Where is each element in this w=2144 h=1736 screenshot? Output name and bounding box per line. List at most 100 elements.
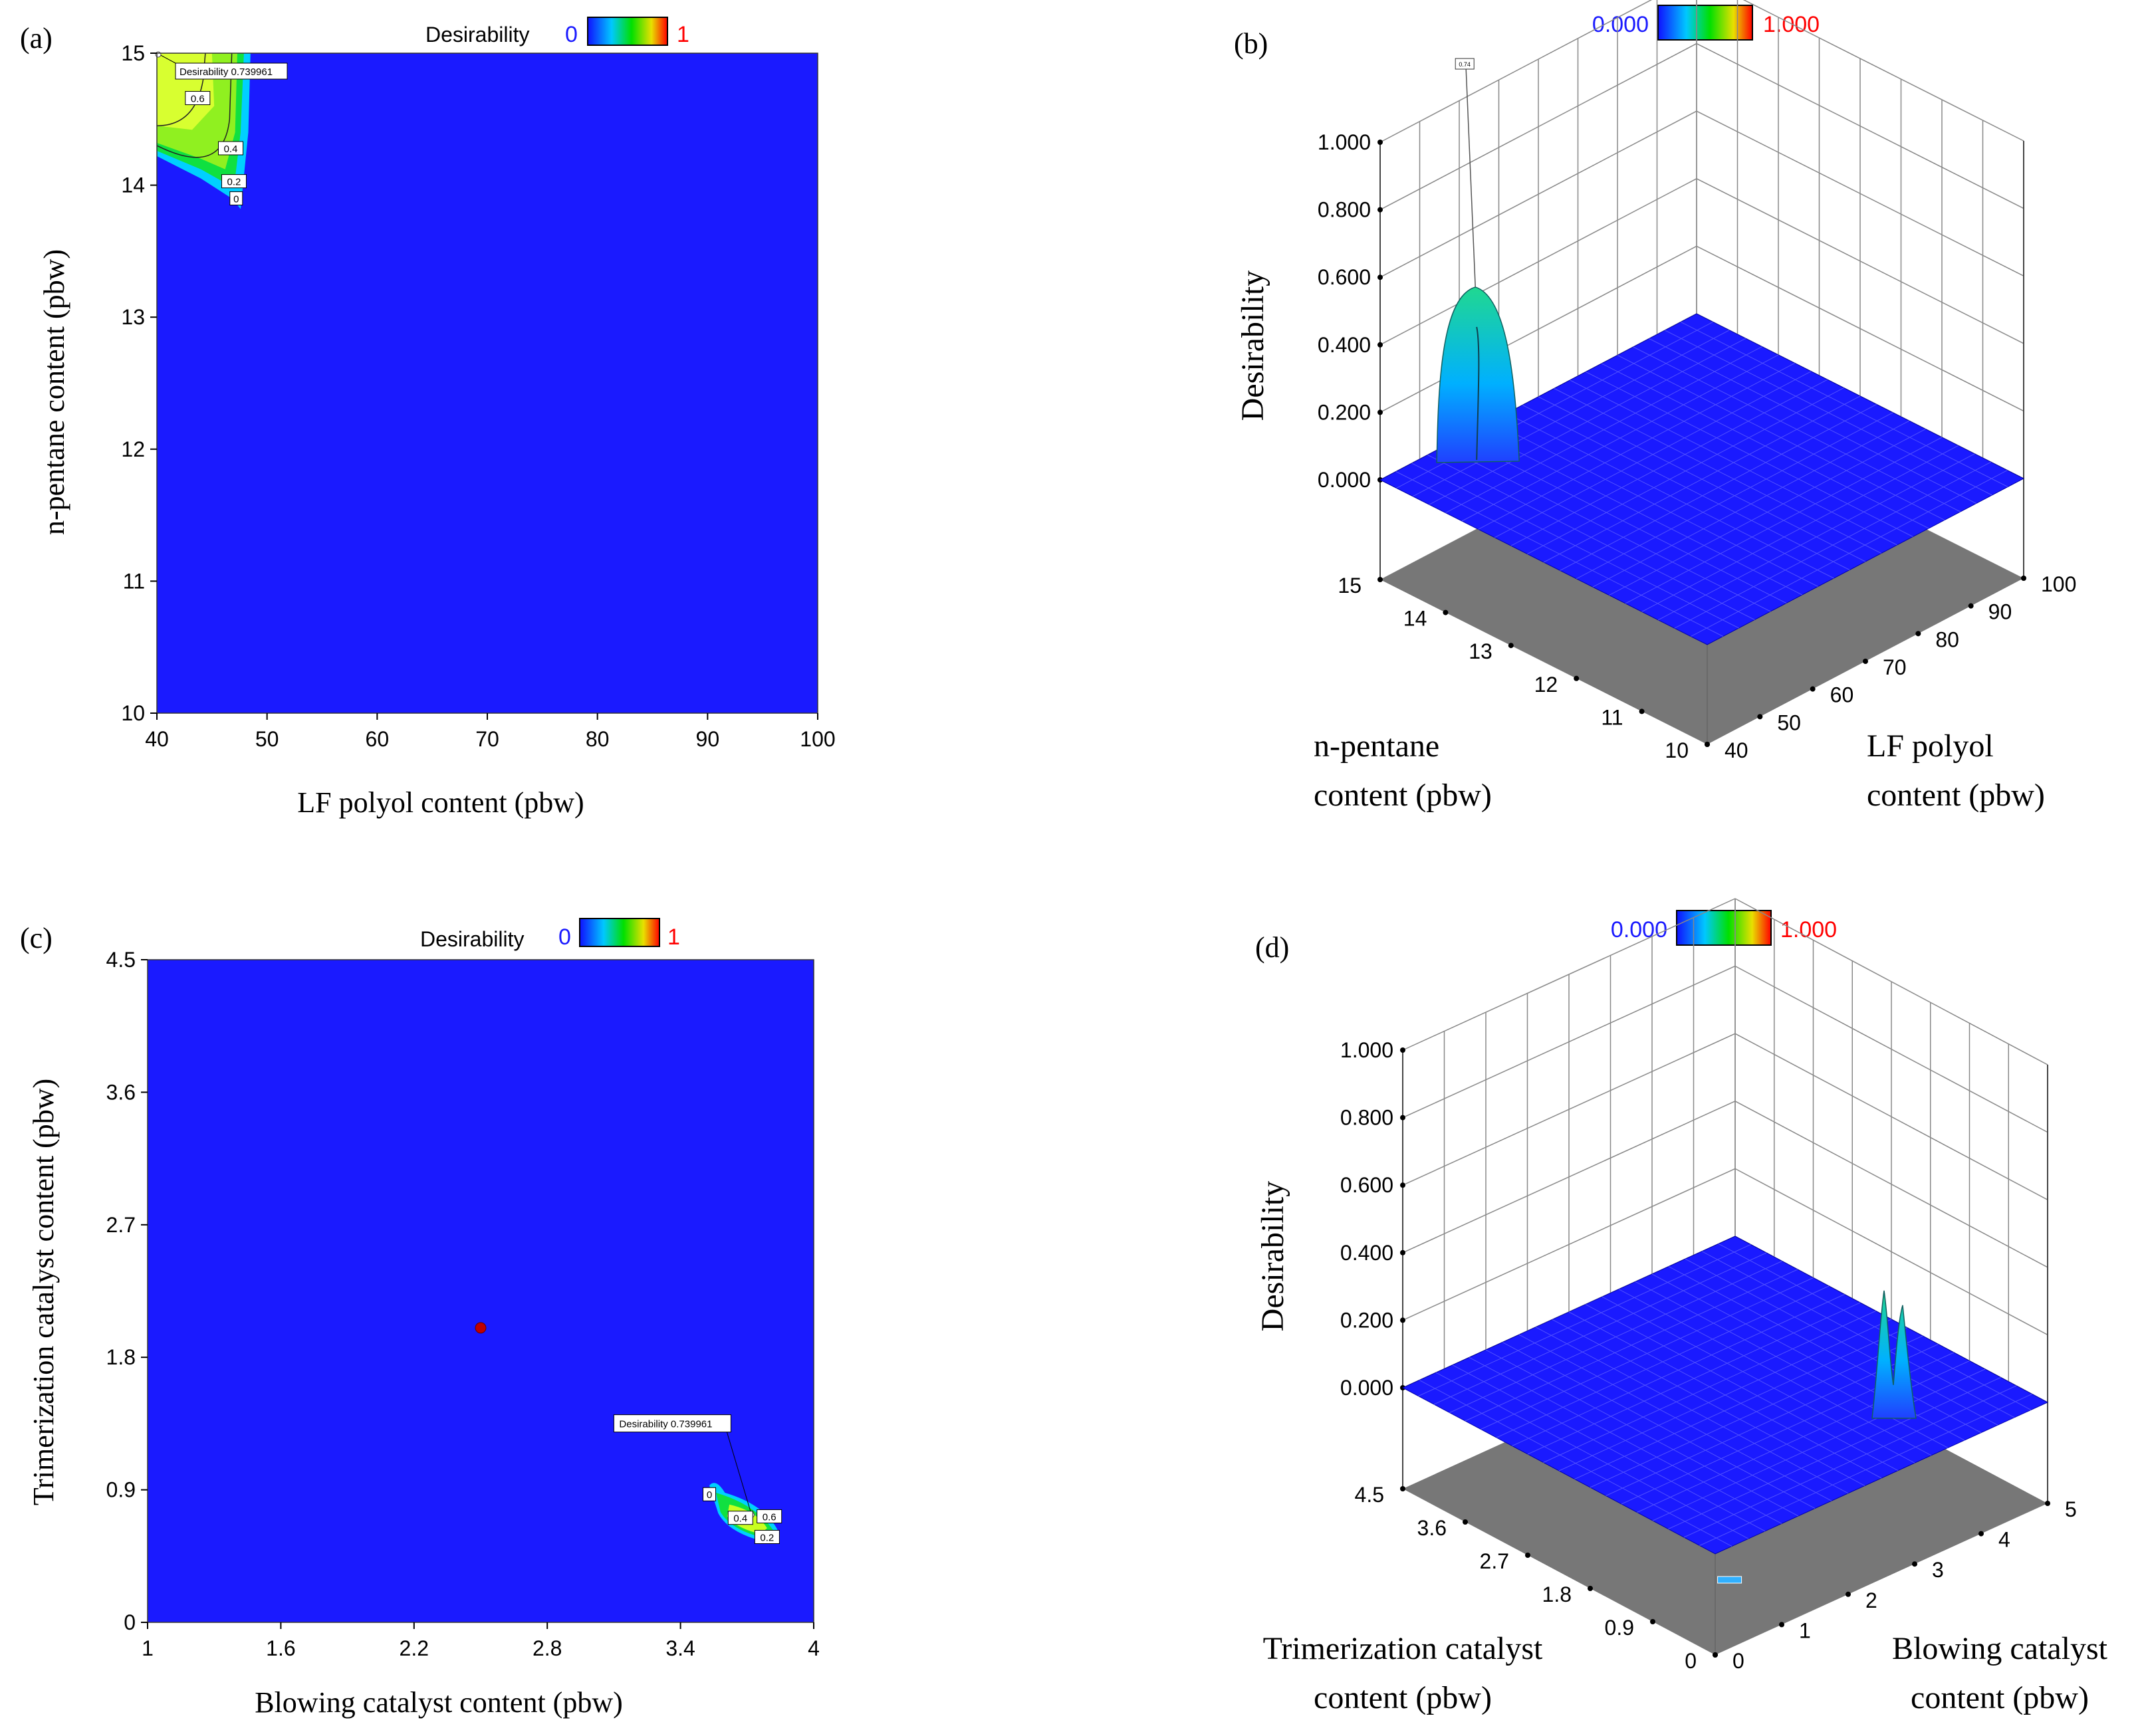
panel-c-y-tick-label: 0.9 — [106, 1478, 136, 1502]
panel-d-z-axis-title: Desirability — [1255, 1181, 1290, 1332]
panel-a-contour-label-box — [221, 174, 247, 189]
panel-a-y-tick-label: 11 — [123, 569, 145, 593]
panel-d-surface-plot: (d) 0.000 1.000 0.000 0.200 0.400 0.600 0.80… — [1255, 898, 2108, 1715]
panel-b-z-tick-mark — [1377, 342, 1383, 348]
panel-b-z-tick-label: 0.600 — [1318, 265, 1371, 289]
panel-c-colorbar-legend: Desirability 0 1 — [420, 918, 680, 951]
panel-d-y-tick-label: 1.8 — [1542, 1582, 1572, 1606]
panel-b-x-tick-label: 90 — [1988, 600, 2012, 624]
panel-a-x-tick-label: 80 — [586, 727, 610, 751]
panel-b-z-tick-mark — [1377, 140, 1383, 145]
panel-a-x-tick-label: 70 — [475, 727, 499, 751]
panel-a-contour-line-0.6 — [156, 53, 206, 126]
panel-a-contour-label: 0 — [233, 193, 239, 205]
panel-b-x-axis-title: LF polyol content (pbw) — [1867, 728, 2045, 813]
panel-d-colorbar-legend: 0.000 1.000 — [1611, 910, 1837, 946]
panel-d-z-tick-label: 0.400 — [1340, 1241, 1393, 1265]
panel-b-3d-axes: 0.000 0.200 0.400 0.600 0.800 1.000 0.74 15 14 13… — [1318, 0, 2076, 762]
panel-b-z-axis-title: Desirability — [1235, 271, 1270, 421]
panel-b-label: (b) — [1234, 27, 1268, 60]
panel-c-y-tick-label: 2.7 — [106, 1213, 136, 1237]
panel-d-y-tick-mark — [1588, 1586, 1593, 1591]
panel-b-surface-mesh — [1601, 363, 1929, 529]
panel-d-x-tick-label: 4 — [1998, 1528, 2010, 1552]
panel-b-optimum-flag: 0.74 — [1459, 61, 1471, 68]
panel-d-surface-mesh — [1701, 1251, 2015, 1418]
panel-a-y-tick-label: 15 — [121, 41, 145, 65]
panel-b-surface-mesh — [1554, 388, 1882, 554]
panel-d-y-tick-label: 4.5 — [1355, 1483, 1384, 1507]
panel-d-x-tick-mark — [1779, 1622, 1784, 1628]
panel-b-y-tick-label: 13 — [1469, 639, 1492, 663]
panel-a-plot-area: Desirability 0.739961 40 50 60 70 80 90 100 10 11… — [121, 41, 835, 751]
panel-a-optimum-flag: Desirability 0.739961 — [179, 66, 273, 78]
b-xlab-line: LF polyol — [1867, 728, 1994, 764]
panel-b-y-tick-label: 14 — [1403, 607, 1427, 631]
panel-a-legend-title: Desirability — [425, 23, 529, 47]
panel-c-y-axis-title: Trimerization catalyst content (pbw) — [27, 1079, 60, 1505]
panel-a-x-axis-title: LF polyol content (pbw) — [297, 786, 584, 819]
panel-c-contour-label-box — [727, 1511, 753, 1525]
panel-d-surface-mesh — [1652, 1368, 1986, 1521]
panel-b-x-tick-label: 80 — [1935, 627, 1959, 651]
panel-d-y-tick-mark — [1525, 1553, 1530, 1558]
panel-b-y-tick-mark — [1574, 675, 1580, 681]
panel-d-y-tick-label: 0 — [1685, 1649, 1697, 1673]
panel-d-z-tick-mark — [1400, 1047, 1405, 1053]
panel-b-x-tick-mark — [1863, 659, 1868, 664]
panel-b-surface-mesh — [1570, 380, 1897, 546]
panel-b-surface-mesh — [1657, 453, 1975, 621]
panel-c-contour-label: 0.2 — [760, 1532, 774, 1543]
panel-c-x-tick-label: 2.2 — [400, 1636, 429, 1660]
panel-c-y-tick-label: 0 — [124, 1610, 136, 1634]
panel-d-surface-mesh — [1699, 1394, 2032, 1546]
panel-d-surface-mesh — [1668, 1266, 1982, 1434]
panel-b-z-tick-label: 0.000 — [1318, 468, 1371, 492]
panel-b-z-tick-mark — [1377, 274, 1383, 280]
panel-b-surface-mesh — [1625, 437, 1943, 604]
panel-d-x-tick-label: 0 — [1732, 1649, 1744, 1673]
panel-b-y-tick-mark — [1639, 708, 1645, 714]
panel-c-x-tick-label: 1 — [142, 1636, 154, 1660]
panel-b-x-tick-label: 70 — [1883, 655, 1907, 679]
panel-a-contour-label-box — [185, 91, 211, 106]
panel-d-legend-gradient — [1676, 910, 1772, 946]
panel-b-x-tick-label: 100 — [2041, 572, 2076, 596]
panel-b-x-tick-mark — [1968, 603, 1974, 609]
panel-b-x-tick-label: 40 — [1725, 738, 1748, 762]
panel-d-surface-mesh — [1590, 1335, 1923, 1488]
panel-c-plot-frame — [147, 959, 814, 1623]
panel-c-legend-max: 1 — [667, 924, 680, 950]
d-ylab-line: Trimerization catalyst — [1263, 1631, 1543, 1666]
panel-b-y-tick-mark — [1377, 577, 1383, 582]
panel-d-surface-mesh — [1602, 1296, 1915, 1464]
panel-d-z-tick-mark — [1400, 1249, 1405, 1255]
panel-b-surface-mesh — [1617, 355, 1945, 520]
panel-a-contour-label: 0.4 — [224, 144, 238, 155]
panel-d-surface-mesh — [1637, 1360, 1970, 1513]
panel-c-legend-gradient — [579, 918, 660, 947]
panel-b-surface-peak-ridge — [1476, 326, 1480, 460]
panel-b-z-tick-mark — [1377, 409, 1383, 415]
d-ylab-line: content (pbw) — [1314, 1680, 1492, 1715]
panel-c-y-tick-label: 1.8 — [106, 1345, 136, 1369]
panel-b-surface-plot: (b) 0.000 1.000 0.000 0.200 0.400 0.600 0.80… — [1234, 0, 2076, 813]
panel-d-surface-mesh — [1718, 1243, 2032, 1410]
panel-b-y-tick-mark — [1508, 643, 1514, 649]
panel-b-y-tick-label: 15 — [1338, 574, 1362, 597]
d-xlab-line: content (pbw) — [1911, 1680, 2089, 1715]
panel-c-contour-label: 0.6 — [763, 1511, 776, 1523]
panel-a-contour-plot: (a) Desirability 0 1 Desirability 0.7399… — [20, 17, 836, 819]
b-xlab-line: content (pbw) — [1867, 778, 2045, 813]
panel-d-surface-mesh — [1585, 1304, 1899, 1471]
panel-d-z-tick-mark — [1400, 1115, 1405, 1121]
panel-b-x-tick-mark — [2021, 576, 2026, 581]
panel-d-surface-peak — [1871, 1290, 1917, 1419]
panel-b-y-tick-label: 12 — [1534, 673, 1558, 697]
panel-d-surface-mesh — [1618, 1289, 1932, 1456]
panel-c-contour-plot: (c) Desirability 0 1 Desirability 0.7399… — [20, 918, 820, 1719]
panel-d-x-tick-label: 1 — [1799, 1618, 1811, 1642]
panel-b-surface-mesh — [1674, 461, 1992, 629]
panel-d-legend-max: 1.000 — [1780, 917, 1837, 942]
